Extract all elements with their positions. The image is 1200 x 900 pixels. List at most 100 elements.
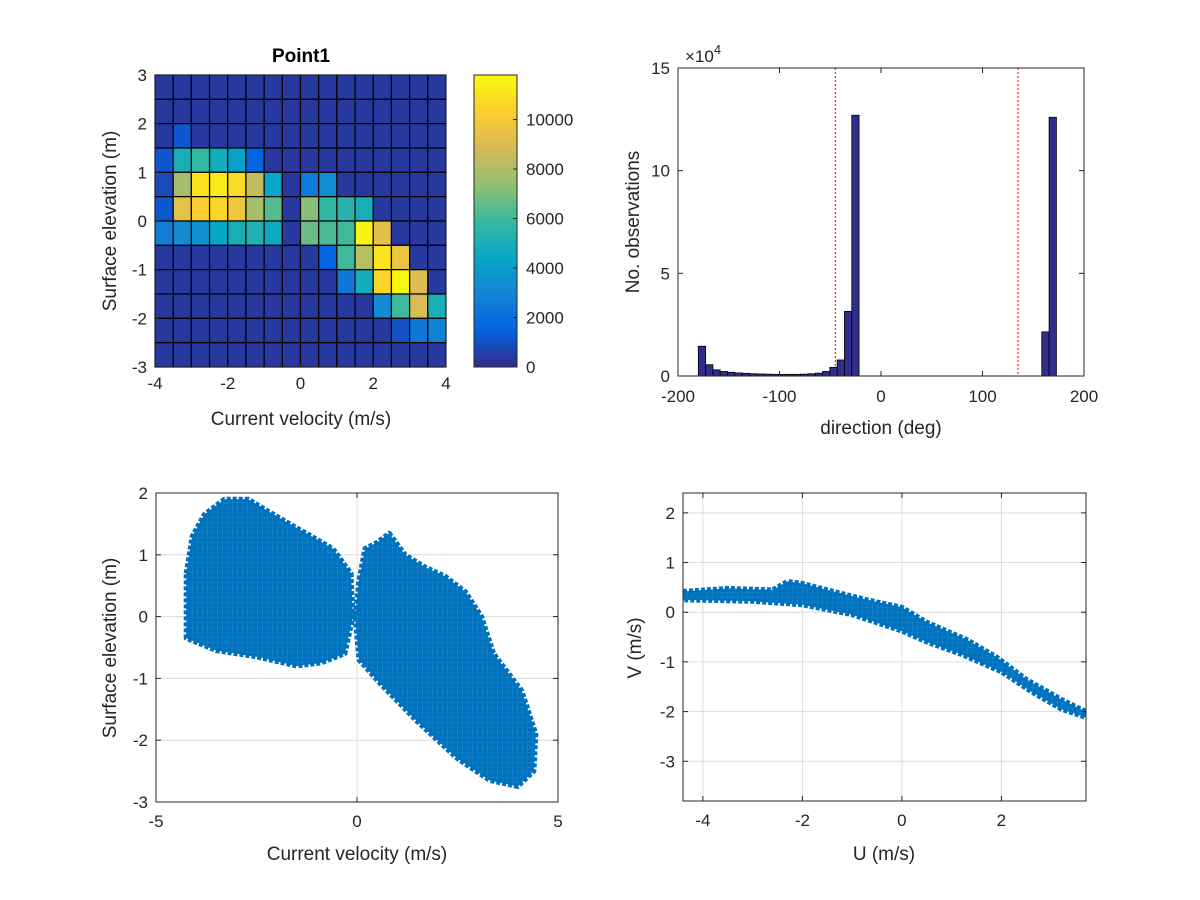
heatmap-cell	[427, 342, 447, 368]
heatmap-cell	[172, 342, 192, 368]
histogram-exponent: ×104	[685, 42, 721, 66]
heatmap-cell	[318, 98, 338, 125]
heatmap-cell	[281, 342, 302, 368]
heatmap-cell	[281, 317, 302, 344]
histogram-bar	[727, 371, 736, 377]
heatmap-cell	[190, 244, 211, 271]
heatmap-cell	[172, 220, 192, 246]
heatmap-cell	[281, 74, 302, 100]
heatmap-cell	[427, 147, 447, 173]
y-tick-label: -2	[132, 309, 147, 328]
colorbar-tick-label: 10000	[526, 111, 573, 130]
heatmap-cell	[318, 147, 338, 173]
heatmap-x-ticks: -4 -2 0 2 4	[147, 363, 451, 393]
heatmap-cells	[154, 74, 447, 368]
x-tick-label: -4	[147, 374, 162, 393]
x-tick-label: 200	[1070, 387, 1098, 406]
heatmap-cell	[318, 269, 338, 295]
colorbar-tick-label: 0	[526, 358, 535, 377]
heatmap-cell	[208, 147, 229, 173]
heatmap-cell	[390, 342, 411, 368]
heatmap-y-ticks: -3 -2 -1 0 1 2 3	[132, 66, 159, 377]
heatmap-cell	[245, 196, 265, 222]
y-tick-label: 2	[139, 484, 148, 503]
heatmap-cell	[427, 220, 447, 246]
heatmap-cell	[245, 123, 265, 149]
heatmap-cell	[172, 196, 192, 222]
heatmap-cell	[354, 342, 374, 368]
heatmap-cell	[190, 123, 211, 149]
heatmap-cell	[227, 317, 247, 344]
y-tick-label: 2	[138, 115, 147, 134]
heatmap-cell	[263, 147, 283, 173]
heatmap-cell	[227, 171, 247, 198]
heatmap-cell	[190, 74, 211, 100]
heatmap-cell	[154, 269, 174, 295]
heatmap-cell	[281, 98, 302, 125]
x-tick-label: -4	[695, 811, 710, 830]
heatmap-cell	[227, 74, 247, 100]
heatmap-cell	[299, 244, 320, 271]
point-cloud	[183, 496, 356, 669]
heatmap-cell	[172, 98, 192, 125]
heatmap-cell	[354, 98, 374, 125]
heatmap-cell	[263, 244, 283, 271]
y-tick-label: 15	[651, 59, 670, 78]
heatmap-cell	[390, 98, 411, 125]
heatmap-cell	[154, 220, 174, 246]
heatmap-cell	[281, 244, 302, 271]
heatmap-cell	[208, 196, 229, 222]
heatmap-cell	[372, 171, 393, 198]
heatmap-cell	[245, 147, 265, 173]
heatmap-cell	[208, 317, 229, 344]
heatmap-cell	[372, 220, 393, 246]
heatmap-cell	[409, 244, 429, 271]
heatmap-cell	[354, 196, 374, 222]
histogram-bar	[719, 371, 728, 377]
scatter2-x-label: U (m/s)	[853, 844, 915, 865]
heatmap-cell	[172, 147, 192, 173]
heatmap-cell	[299, 123, 320, 149]
heatmap-cell	[190, 98, 211, 125]
heatmap-cell	[245, 293, 265, 319]
y-tick-label: -3	[133, 793, 148, 812]
heatmap-cell	[409, 74, 429, 100]
heatmap-cell	[372, 98, 393, 125]
heatmap-cell	[190, 269, 211, 295]
heatmap-cell	[390, 293, 411, 319]
heatmap-cell	[281, 147, 302, 173]
heatmap-cell	[427, 74, 447, 100]
heatmap-cell	[409, 147, 429, 173]
y-tick-label: 1	[666, 554, 675, 573]
heatmap-cell	[190, 147, 211, 173]
heatmap-cell	[208, 123, 229, 149]
scatter1-x-label: Current velocity (m/s)	[267, 844, 448, 865]
x-tick-label: 0	[876, 387, 885, 406]
x-tick-label: -5	[148, 812, 163, 831]
heatmap-cell	[336, 98, 356, 125]
heatmap-cell	[245, 269, 265, 295]
heatmap-cell	[409, 342, 429, 368]
heatmap-cell	[172, 317, 192, 344]
histogram-exponent-power: 4	[714, 42, 721, 57]
heatmap-cell	[281, 220, 302, 246]
colorbar-tick-label: 2000	[526, 309, 564, 328]
heatmap-cell	[227, 293, 247, 319]
y-tick-label: -1	[132, 261, 147, 280]
heatmap-cell	[336, 317, 356, 344]
histogram-bar	[829, 366, 838, 377]
heatmap-cell	[172, 123, 192, 149]
x-tick-label: -2	[795, 811, 810, 830]
histogram-bar	[844, 310, 853, 377]
y-tick-label: 2	[666, 504, 675, 523]
heatmap-cell	[336, 244, 356, 271]
heatmap-cell	[299, 317, 320, 344]
heatmap-cell	[154, 74, 174, 100]
y-tick-label: -3	[132, 358, 147, 377]
heatmap-cell	[245, 74, 265, 100]
heatmap-cell	[227, 147, 247, 173]
histogram-bar	[705, 364, 714, 377]
heatmap-cell	[354, 317, 374, 344]
heatmap-cell	[354, 269, 374, 295]
